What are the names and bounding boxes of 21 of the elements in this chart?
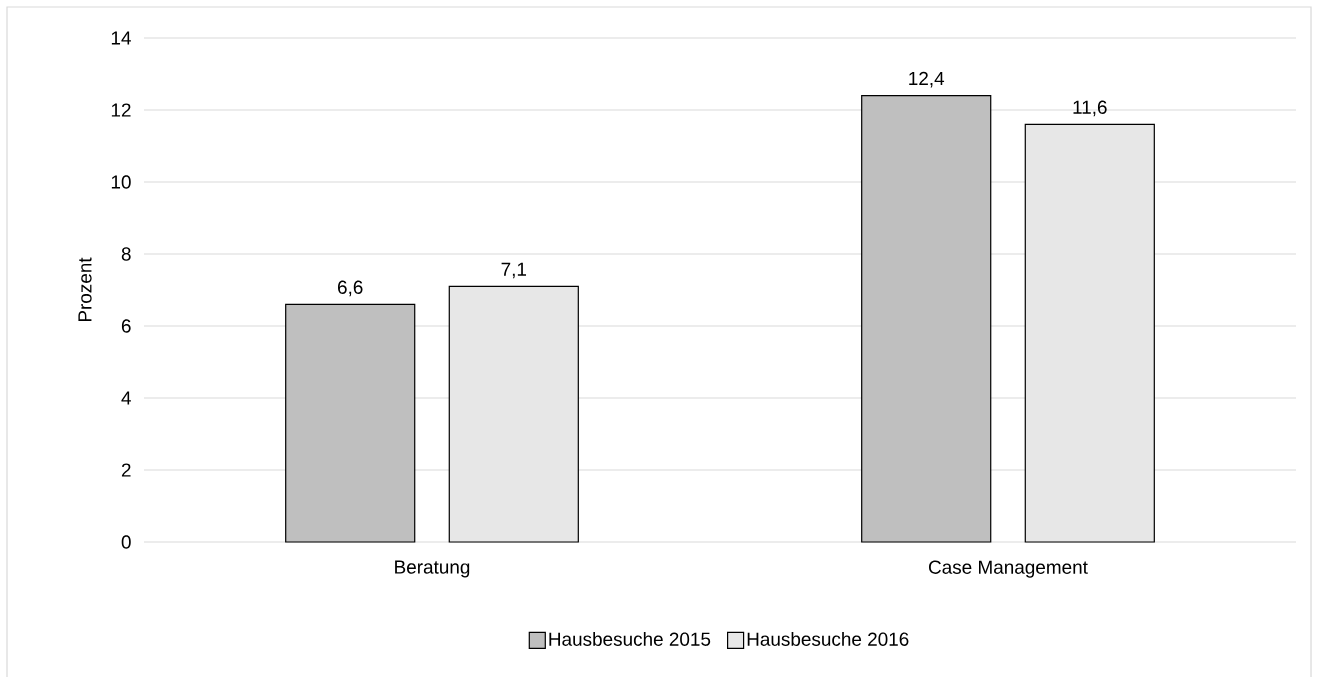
data-label: 11,6	[1073, 100, 1107, 117]
data-label: 12,4	[909, 71, 945, 88]
legend-label: Hausbesuche 2015	[549, 632, 711, 646]
bar	[285, 303, 416, 543]
y-tick-label: 8	[121, 247, 131, 261]
y-axis-title: Prozent	[78, 257, 92, 322]
x-tick-label: Beratung	[395, 560, 470, 578]
bar	[448, 285, 579, 543]
x-tick-label: Case Management	[928, 560, 1088, 578]
y-tick-label: 2	[121, 463, 131, 477]
legend-label: Hausbesuche 2016	[747, 632, 909, 646]
bar	[861, 94, 992, 543]
y-tick-label: 10	[111, 175, 131, 189]
y-tick-label: 12	[111, 103, 131, 117]
bar	[1024, 123, 1155, 543]
data-label: 6,6	[338, 280, 363, 297]
y-tick-label: 6	[121, 319, 131, 333]
y-tick-label: 4	[121, 391, 131, 405]
y-tick-label: 0	[121, 535, 131, 549]
y-tick-label: 14	[111, 31, 131, 45]
data-label: 7,1	[501, 262, 527, 279]
